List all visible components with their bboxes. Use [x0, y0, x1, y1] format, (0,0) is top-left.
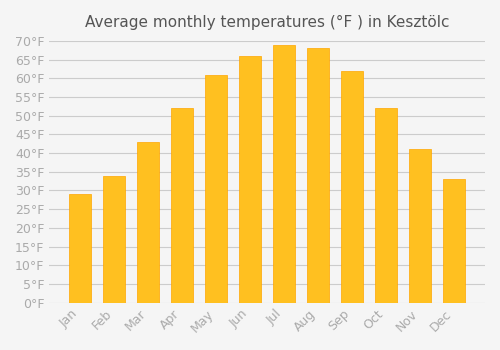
Bar [443, 179, 465, 303]
Bar [69, 194, 92, 303]
Bar [137, 142, 159, 303]
Bar [307, 48, 329, 303]
Title: Average monthly temperatures (°F ) in Kesztölc: Average monthly temperatures (°F ) in Ke… [85, 15, 450, 30]
Bar [273, 45, 295, 303]
Bar [341, 71, 363, 303]
Bar [239, 56, 261, 303]
Bar [171, 108, 193, 303]
Bar [375, 108, 397, 303]
Bar [103, 175, 126, 303]
Bar [205, 75, 227, 303]
Bar [409, 149, 431, 303]
